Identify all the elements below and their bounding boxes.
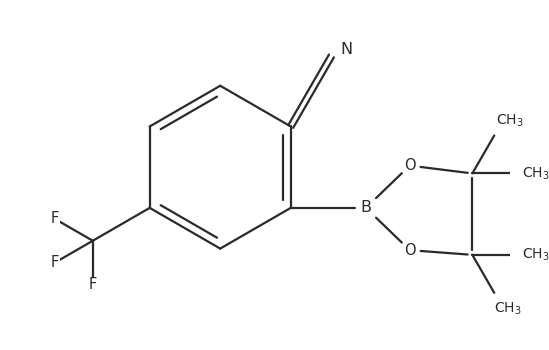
Text: O: O xyxy=(404,158,416,173)
Text: CH$_3$: CH$_3$ xyxy=(496,113,523,129)
Text: F: F xyxy=(88,277,97,292)
Text: CH$_3$: CH$_3$ xyxy=(523,165,549,182)
Text: CH$_3$: CH$_3$ xyxy=(494,301,522,317)
Text: F: F xyxy=(51,255,59,270)
Text: O: O xyxy=(404,243,416,258)
Text: B: B xyxy=(360,201,371,215)
Text: CH$_3$: CH$_3$ xyxy=(523,247,549,263)
Text: F: F xyxy=(51,211,59,226)
Text: N: N xyxy=(341,42,353,57)
